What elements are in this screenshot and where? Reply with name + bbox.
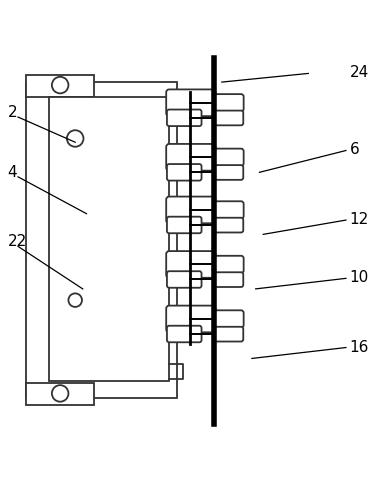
FancyBboxPatch shape: [214, 94, 244, 111]
FancyBboxPatch shape: [166, 89, 215, 116]
FancyBboxPatch shape: [214, 165, 243, 180]
FancyBboxPatch shape: [167, 164, 202, 180]
Circle shape: [52, 385, 68, 402]
FancyBboxPatch shape: [214, 327, 243, 342]
FancyBboxPatch shape: [166, 144, 215, 170]
FancyBboxPatch shape: [167, 326, 202, 342]
FancyBboxPatch shape: [166, 306, 215, 332]
FancyBboxPatch shape: [166, 197, 215, 223]
FancyBboxPatch shape: [167, 271, 202, 288]
Text: 24: 24: [350, 65, 369, 80]
Text: 16: 16: [350, 340, 369, 355]
Bar: [26, 74, 94, 97]
Text: 12: 12: [350, 212, 369, 227]
Circle shape: [67, 130, 83, 147]
FancyBboxPatch shape: [167, 216, 202, 233]
FancyBboxPatch shape: [166, 251, 215, 278]
FancyBboxPatch shape: [214, 149, 244, 166]
FancyBboxPatch shape: [214, 256, 244, 273]
Text: 2: 2: [8, 105, 17, 120]
Circle shape: [52, 77, 68, 93]
Bar: [26, 383, 94, 406]
Text: 22: 22: [8, 234, 27, 250]
Bar: [49, 97, 169, 381]
Circle shape: [68, 293, 82, 307]
FancyBboxPatch shape: [167, 109, 202, 126]
Text: 4: 4: [8, 165, 17, 180]
FancyBboxPatch shape: [214, 201, 244, 218]
Text: 10: 10: [350, 270, 369, 285]
Text: 6: 6: [350, 142, 359, 157]
FancyBboxPatch shape: [214, 218, 243, 232]
Bar: [26, 82, 177, 398]
FancyBboxPatch shape: [214, 110, 243, 125]
FancyBboxPatch shape: [214, 310, 244, 328]
FancyBboxPatch shape: [214, 272, 243, 287]
